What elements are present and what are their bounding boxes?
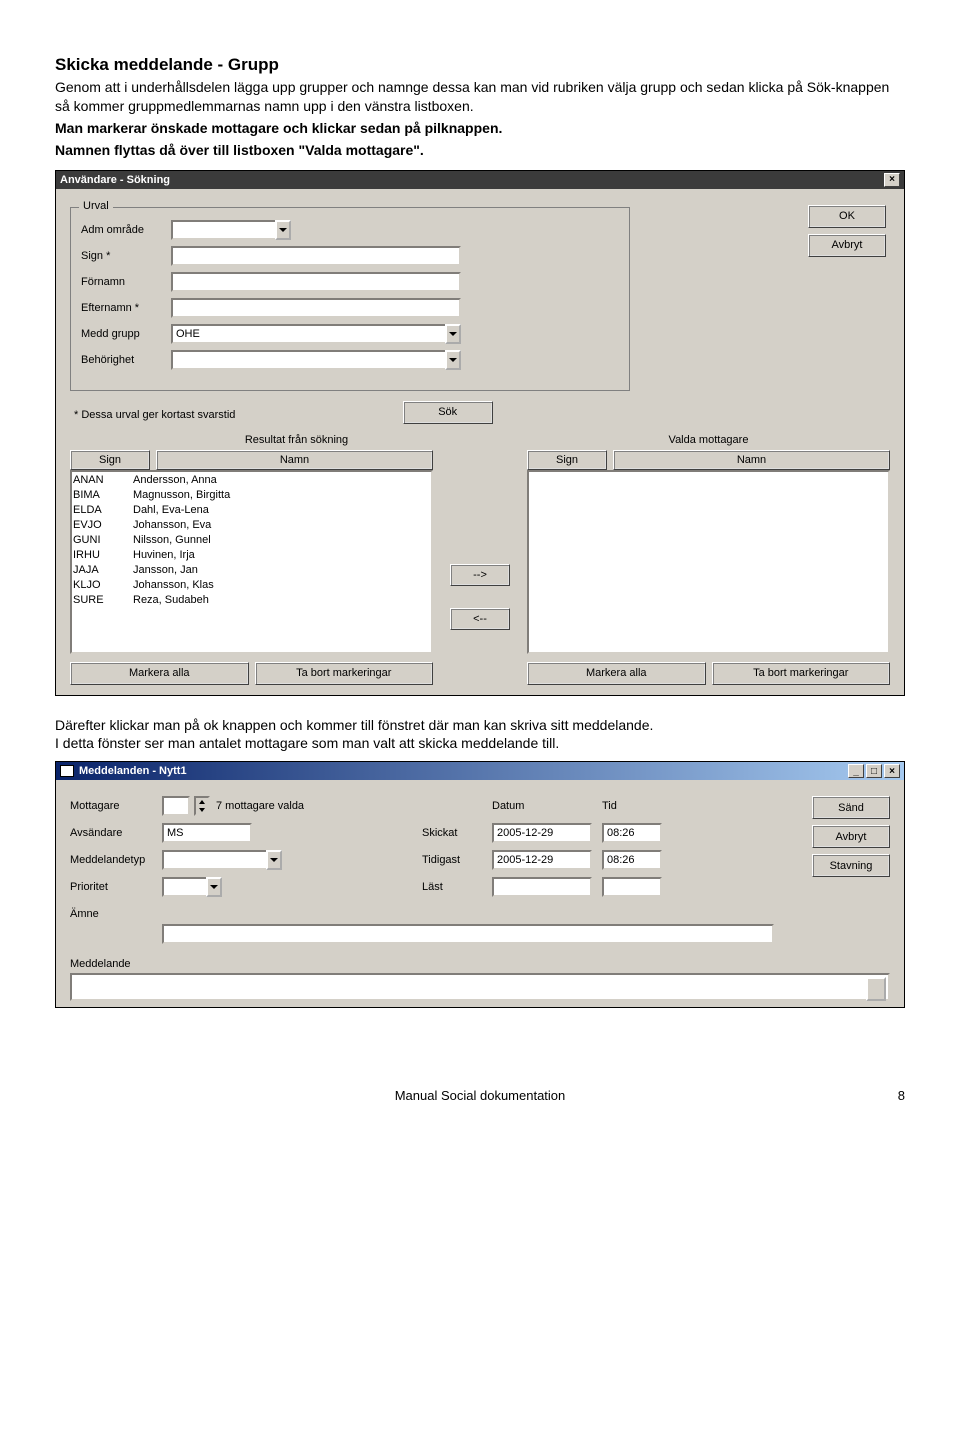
mottagare-input[interactable] — [162, 796, 190, 816]
meddelandetyp-dropdown-icon[interactable] — [266, 850, 282, 870]
valda-section-title: Valda mottagare — [527, 434, 890, 446]
titlebar-2: Meddelanden - Nytt1 _ □ × — [56, 762, 904, 780]
medd-grupp-dropdown-icon[interactable] — [445, 324, 461, 344]
last-label: Läst — [422, 877, 492, 897]
tidigast-datum-input[interactable] — [492, 850, 592, 870]
minimize-button[interactable]: _ — [848, 764, 864, 778]
svarstid-note: * Dessa urval ger kortast svarstid — [74, 409, 235, 421]
adm-omrade-input[interactable] — [171, 220, 291, 240]
fornamn-label: Förnamn — [81, 276, 171, 288]
medd-grupp-label: Medd grupp — [81, 328, 171, 340]
result-section-title: Resultat från sökning — [160, 434, 433, 446]
medd-grupp-input[interactable] — [171, 324, 461, 344]
page-heading: Skicka meddelande - Grupp — [55, 55, 905, 75]
last-tid-input[interactable] — [602, 877, 662, 897]
meddelande-textarea[interactable] — [70, 973, 890, 1001]
cancel-button-2[interactable]: Avbryt — [812, 825, 890, 848]
list-item[interactable]: IRHUHuvinen, Irja — [73, 548, 430, 563]
right-sign-header[interactable]: Sign — [527, 450, 607, 470]
footer-center: Manual Social dokumentation — [395, 1088, 566, 1103]
meddelandetyp-input[interactable] — [162, 850, 282, 870]
last-datum-input[interactable] — [492, 877, 592, 897]
fieldset-legend: Urval — [79, 200, 113, 212]
intro-bold-2: Namnen flyttas då över till listboxen "V… — [55, 141, 905, 160]
selected-listbox[interactable] — [527, 470, 890, 654]
efternamn-input[interactable] — [171, 298, 461, 318]
list-item[interactable]: BIMAMagnusson, Birgitta — [73, 488, 430, 503]
avsandare-label: Avsändare — [70, 823, 162, 843]
urval-fieldset: Urval Adm område Sign * Förnamn Efternam… — [70, 207, 630, 391]
tidigast-label: Tidigast — [422, 850, 492, 870]
list-item[interactable]: ELDADahl, Eva-Lena — [73, 503, 430, 518]
prioritet-dropdown-icon[interactable] — [206, 877, 222, 897]
intro-bold-1: Man markerar önskade mottagare och klick… — [55, 119, 905, 138]
window-title: Användare - Sökning — [60, 174, 882, 186]
intro-text: Genom att i underhållsdelen lägga upp gr… — [55, 78, 905, 116]
list-item[interactable]: GUNINilsson, Gunnel — [73, 533, 430, 548]
message-window: Meddelanden - Nytt1 _ □ × Mottagare Avsä… — [55, 761, 905, 1008]
cancel-button[interactable]: Avbryt — [808, 234, 886, 257]
tidigast-tid-input[interactable] — [602, 850, 662, 870]
list-item[interactable]: SUREReza, Sudabeh — [73, 593, 430, 608]
datum-header: Datum — [492, 796, 602, 816]
mottagare-label: Mottagare — [70, 796, 162, 816]
left-namn-header[interactable]: Namn — [156, 450, 433, 470]
titlebar: Användare - Sökning × — [56, 171, 904, 189]
sign-label: Sign * — [81, 250, 171, 262]
right-namn-header[interactable]: Namn — [613, 450, 890, 470]
behorighet-dropdown-icon[interactable] — [445, 350, 461, 370]
list-item[interactable]: KLJOJohansson, Klas — [73, 578, 430, 593]
close-button-2[interactable]: × — [884, 764, 900, 778]
ta-bort-right[interactable]: Ta bort markeringar — [712, 662, 891, 685]
page-number: 8 — [898, 1088, 905, 1103]
move-left-button[interactable]: <-- — [450, 608, 510, 630]
left-sign-header[interactable]: Sign — [70, 450, 150, 470]
prioritet-label: Prioritet — [70, 877, 162, 897]
mid-paragraph-1: Därefter klickar man på ok knappen och k… — [55, 716, 905, 735]
behorighet-label: Behörighet — [81, 354, 171, 366]
meddelandetyp-label: Meddelandetyp — [70, 850, 162, 870]
skickat-label: Skickat — [422, 823, 492, 843]
ok-button[interactable]: OK — [808, 205, 886, 228]
markera-alla-left[interactable]: Markera alla — [70, 662, 249, 685]
window-icon — [60, 765, 74, 777]
results-listbox[interactable]: ANANAndersson, AnnaBIMAMagnusson, Birgit… — [70, 470, 433, 654]
skickat-tid-input[interactable] — [602, 823, 662, 843]
skickat-datum-input[interactable] — [492, 823, 592, 843]
sign-input[interactable] — [171, 246, 461, 266]
meddelande-label: Meddelande — [70, 958, 890, 970]
send-button[interactable]: Sänd — [812, 796, 890, 819]
maximize-button[interactable]: □ — [866, 764, 882, 778]
spellcheck-button[interactable]: Stavning — [812, 854, 890, 877]
mid-paragraph-2: I detta fönster ser man antalet mottagar… — [55, 734, 905, 753]
markera-alla-right[interactable]: Markera alla — [527, 662, 706, 685]
adm-omrade-label: Adm område — [81, 224, 171, 236]
efternamn-label: Efternamn * — [81, 302, 171, 314]
fornamn-input[interactable] — [171, 272, 461, 292]
search-window: Användare - Sökning × OK Avbryt Urval Ad… — [55, 170, 905, 696]
avsandare-input[interactable] — [162, 823, 252, 843]
list-item[interactable]: JAJAJansson, Jan — [73, 563, 430, 578]
ta-bort-left[interactable]: Ta bort markeringar — [255, 662, 434, 685]
adm-omrade-dropdown-icon[interactable] — [275, 220, 291, 240]
window-title-2: Meddelanden - Nytt1 — [79, 765, 846, 777]
list-item[interactable]: ANANAndersson, Anna — [73, 473, 430, 488]
mottagare-count-text: 7 mottagare valda — [216, 800, 304, 812]
move-right-button[interactable]: --> — [450, 564, 510, 586]
tid-header: Tid — [602, 796, 682, 816]
list-item[interactable]: EVJOJohansson, Eva — [73, 518, 430, 533]
mottagare-spinner[interactable] — [194, 796, 210, 816]
behorighet-input[interactable] — [171, 350, 461, 370]
amne-input[interactable] — [162, 924, 774, 944]
amne-label: Ämne — [70, 904, 162, 924]
close-button[interactable]: × — [884, 173, 900, 187]
blank-label — [422, 796, 492, 816]
search-button[interactable]: Sök — [403, 401, 493, 424]
